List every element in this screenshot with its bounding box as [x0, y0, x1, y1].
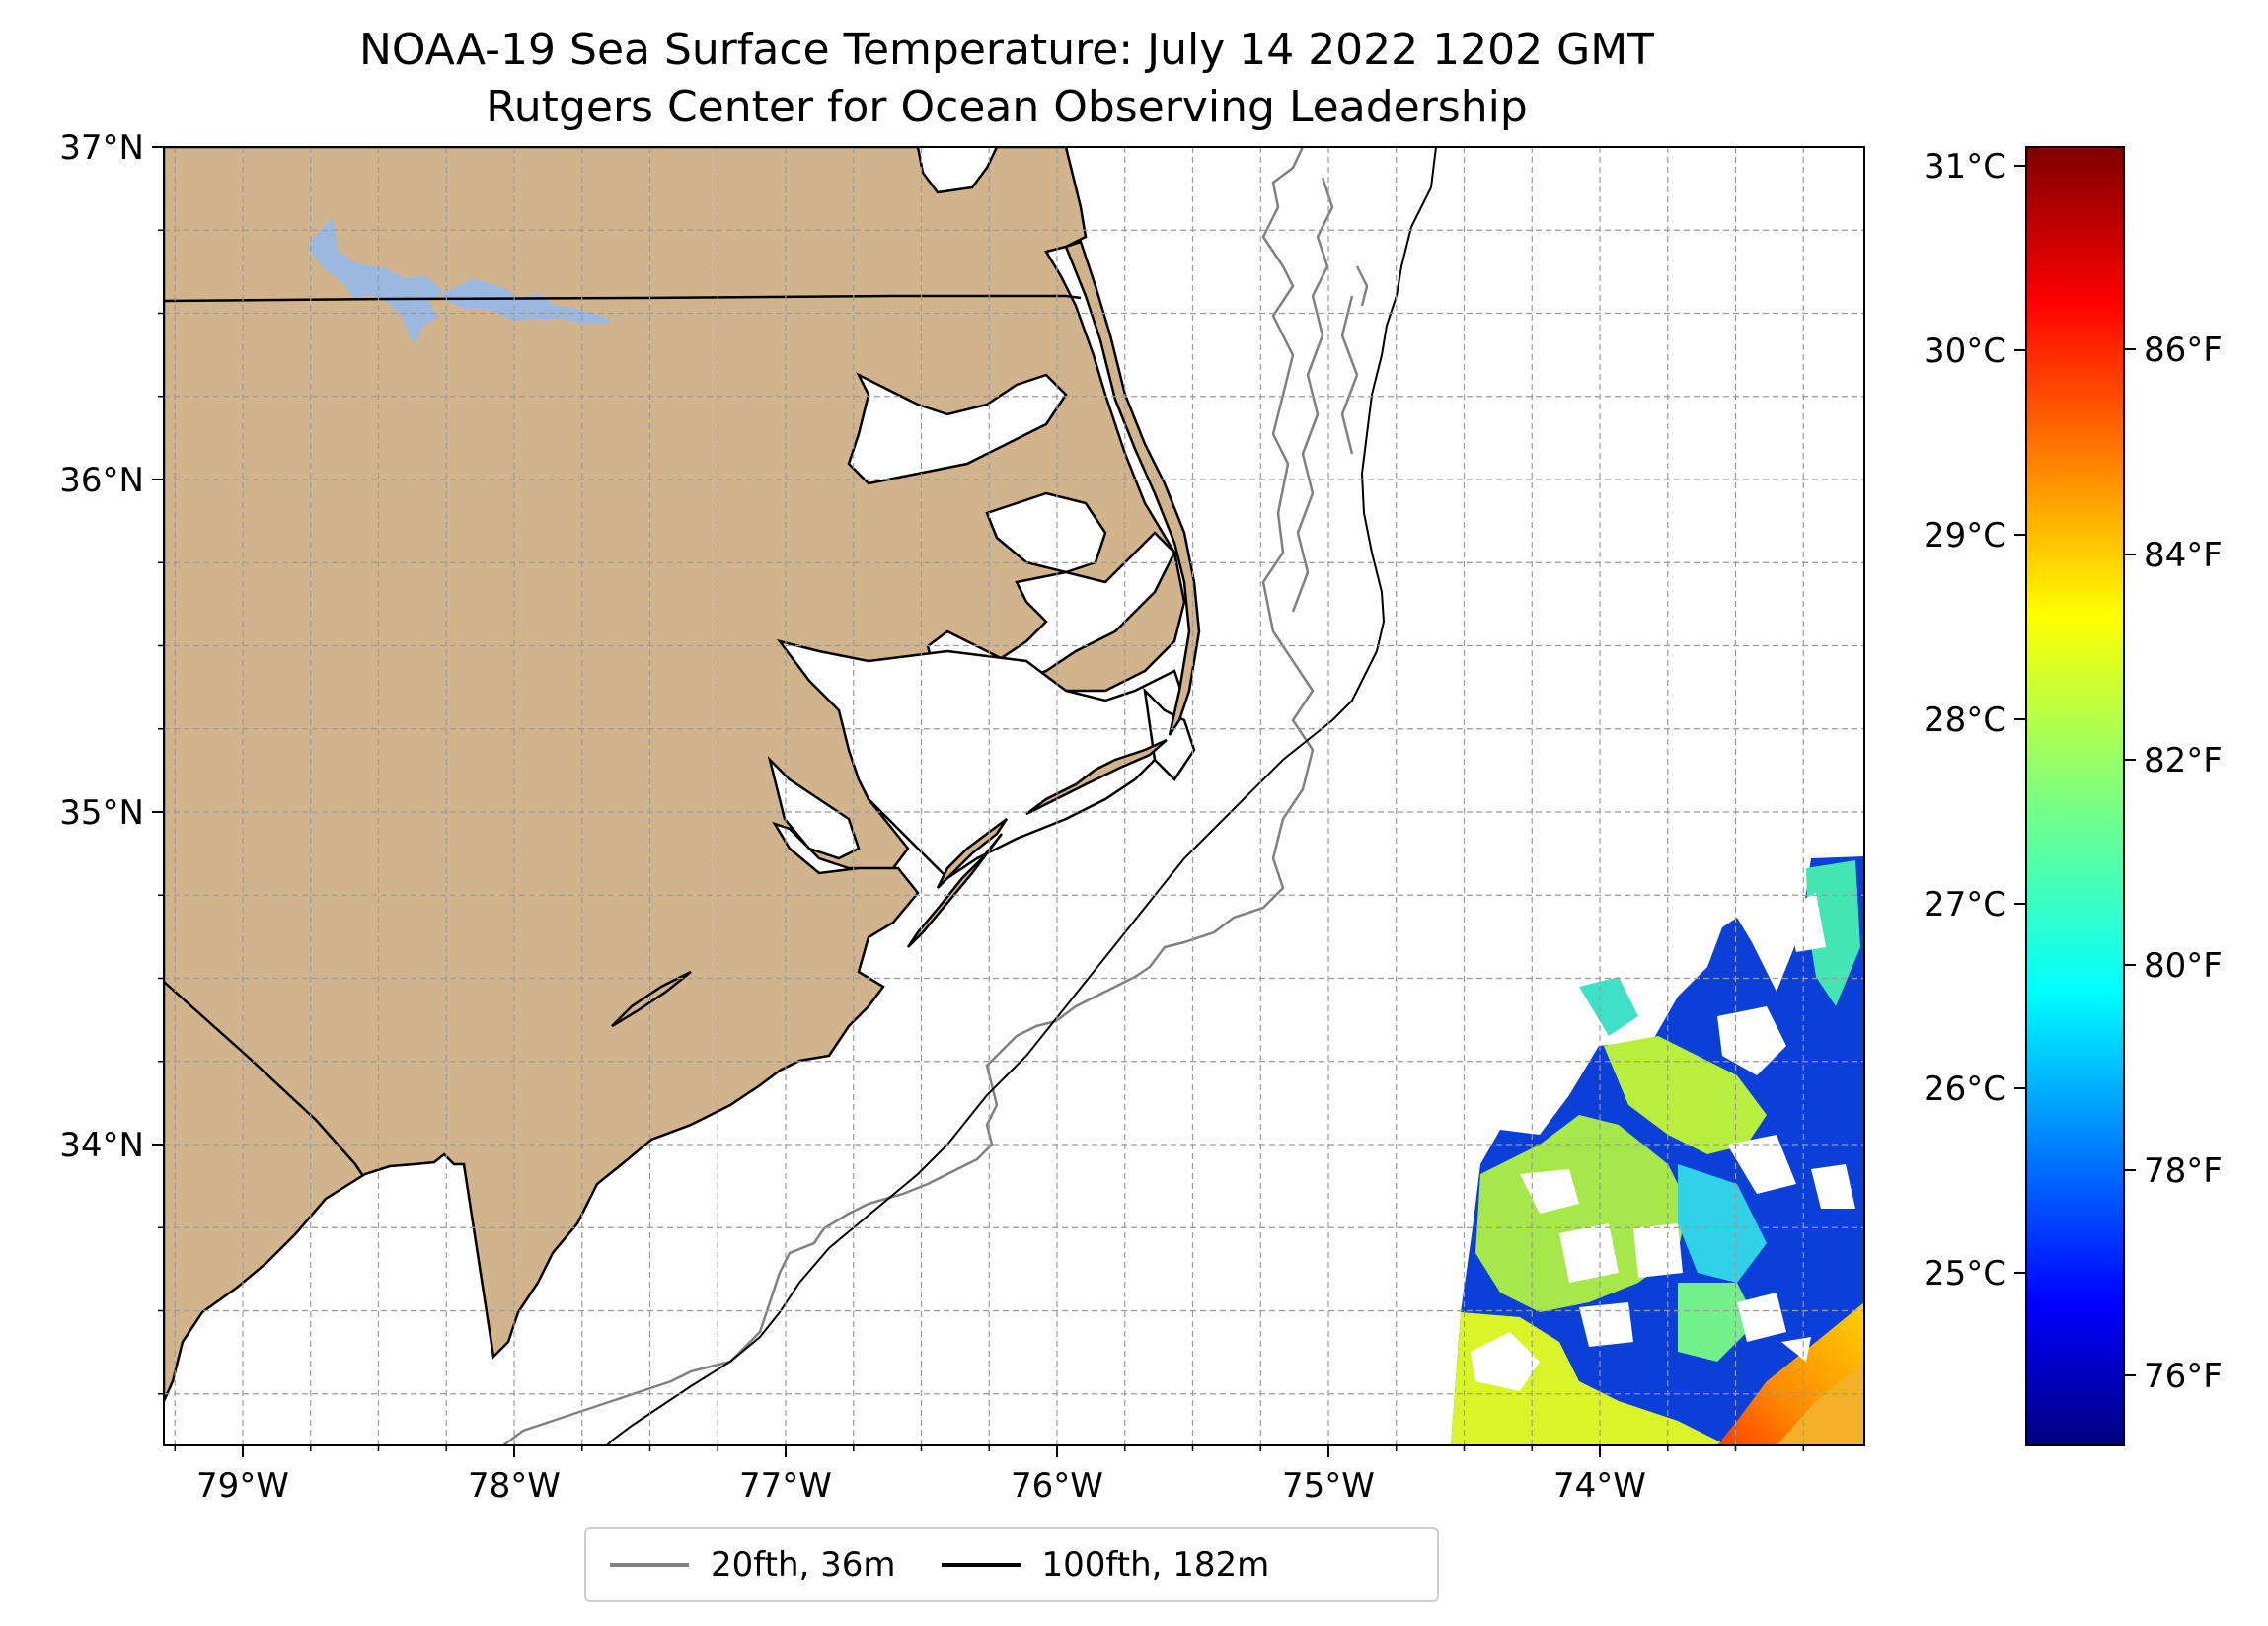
- colorbar-ticks: 31°C 30°C 29°C 28°C 27°C 26°C 25°C 86°F 84°F 82°F…: [1924, 147, 2223, 1396]
- lat-tick-label: 37°N: [59, 128, 144, 168]
- lat-tick-label: 36°N: [59, 461, 144, 500]
- lon-tick-label: 77°W: [739, 1466, 832, 1506]
- celsius-tick-label: 29°C: [1924, 516, 2006, 555]
- map-subtitle: Rutgers Center for Ocean Observing Leade…: [486, 82, 1528, 132]
- celsius-tick-label: 27°C: [1924, 885, 2006, 924]
- legend-label-20fth: 20fth, 36m: [711, 1545, 896, 1585]
- celsius-tick-label: 31°C: [1924, 147, 2006, 186]
- lon-tick-label: 79°W: [196, 1466, 289, 1506]
- fahrenheit-tick-label: 82°F: [2144, 741, 2223, 780]
- legend-item-20fth: 20fth, 36m: [610, 1545, 896, 1585]
- legend-label-100fth: 100fth, 182m: [1041, 1545, 1270, 1585]
- isobath-legend: 20fth, 36m 100fth, 182m: [584, 1527, 1439, 1602]
- colorbar-gradient: [2025, 146, 2125, 1446]
- celsius-tick-label: 28°C: [1924, 701, 2006, 740]
- lon-tick-label: 78°W: [468, 1466, 561, 1506]
- lon-tick-label: 74°W: [1553, 1466, 1646, 1506]
- celsius-tick-label: 30°C: [1924, 332, 2006, 371]
- fahrenheit-tick-label: 76°F: [2144, 1357, 2223, 1396]
- fahrenheit-tick-label: 86°F: [2144, 331, 2223, 370]
- fahrenheit-tick-label: 84°F: [2144, 536, 2223, 575]
- legend-swatch-100fth: [941, 1563, 1021, 1567]
- map-title: NOAA-19 Sea Surface Temperature: July 14…: [358, 25, 1655, 75]
- isobath-20fth-shoals: [1291, 177, 1369, 613]
- isobath-20fth: [502, 147, 1315, 1445]
- colorbar: 31°C 30°C 29°C 28°C 27°C 26°C 25°C 86°F 84°F 82°F…: [1924, 146, 2223, 1446]
- lat-tick-label: 35°N: [59, 793, 144, 833]
- map-axes: 79°W 78°W 77°W 76°W 75°W 74°W 37°N 36°N 35°N 34°N: [59, 128, 1804, 1506]
- lon-tick-label: 76°W: [1011, 1466, 1103, 1506]
- legend-swatch-20fth: [610, 1563, 689, 1567]
- lake: [308, 219, 610, 343]
- lat-tick-label: 34°N: [59, 1126, 144, 1165]
- lon-tick-label: 75°W: [1282, 1466, 1375, 1506]
- map-frame: [163, 146, 1865, 1446]
- map-area: [164, 147, 1864, 1445]
- legend-item-100fth: 100fth, 182m: [941, 1545, 1270, 1585]
- sst-data-patch: [1451, 856, 1864, 1445]
- isobath-100fth: [606, 147, 1437, 1445]
- celsius-tick-label: 26°C: [1924, 1070, 2006, 1109]
- fahrenheit-tick-label: 80°F: [2144, 946, 2223, 986]
- outer-banks: [611, 240, 1201, 1028]
- pamlico-albemarle-sounds: [767, 372, 1196, 880]
- fahrenheit-tick-label: 78°F: [2144, 1151, 2223, 1191]
- state-boundaries: [164, 294, 1082, 1177]
- celsius-tick-label: 25°C: [1924, 1254, 2006, 1293]
